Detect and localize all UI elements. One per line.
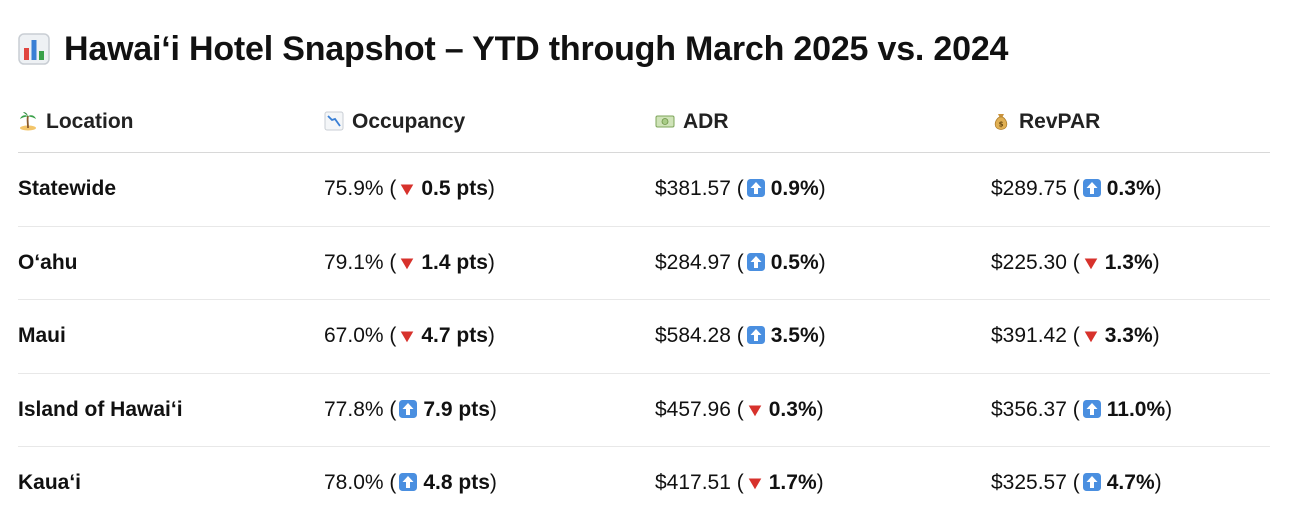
revpar-value: $289.75: [991, 177, 1067, 201]
money-bag-icon: $: [994, 114, 1008, 130]
header-occupancy-label: Occupancy: [352, 110, 466, 133]
occupancy-cell: 78.0% (4.8 pts): [324, 471, 497, 495]
svg-text:$: $: [999, 121, 1004, 129]
occupancy-change: 4.8 pts: [423, 471, 490, 495]
occupancy-value: 67.0%: [324, 324, 384, 348]
revpar-value: $356.37: [991, 397, 1067, 421]
up-arrow-icon: [746, 326, 765, 345]
occupancy-change: 4.7 pts: [421, 324, 488, 348]
header-occupancy: Occupancy: [324, 92, 655, 153]
up-arrow-icon: [399, 399, 418, 418]
table-row: O‘ahu 79.1% (1.4 pts) $284.97 (0.5%) $225.3…: [18, 226, 1270, 300]
revpar-cell: $391.42 (3.3%): [991, 299, 1270, 374]
revpar-change: 4.7%: [1106, 471, 1155, 495]
location-cell: Statewide: [18, 152, 324, 227]
adr-change: 0.3%: [768, 397, 817, 421]
location-cell: Kaua‘i: [18, 471, 82, 495]
occupancy-cell: 67.0% (4.7 pts): [324, 299, 655, 374]
occupancy-value: 79.1%: [324, 250, 384, 274]
adr-value: $417.51: [655, 471, 731, 495]
table-row: Maui 67.0% (4.7 pts) $584.28 (3.5%) $391.42…: [18, 299, 1270, 374]
header-row: Location Occupancy ADR $ RevPAR: [18, 92, 1270, 153]
up-arrow-icon: [1082, 399, 1101, 418]
adr-value: $457.96: [655, 397, 731, 421]
occupancy-cell: 75.9% (0.5 pts): [324, 152, 655, 227]
dollar-banknote-icon: [655, 115, 675, 128]
red-down-triangle-icon: [1084, 331, 1098, 343]
up-arrow-icon: [746, 179, 765, 198]
red-down-triangle-icon: [748, 478, 762, 490]
page-title: Hawai‘i Hotel Snapshot – YTD through Mar…: [64, 29, 1009, 68]
adr-cell: $417.51 (1.7%): [655, 471, 824, 495]
adr-change: 0.5%: [770, 250, 819, 274]
table-row: Island of Hawai‘i 77.8% (7.9 pts) $457.96 …: [18, 373, 1270, 447]
header-revpar-label: RevPAR: [1019, 110, 1101, 133]
revpar-change: 0.3%: [1106, 177, 1155, 201]
occupancy-value: 78.0%: [324, 471, 384, 495]
revpar-value: $391.42: [991, 324, 1067, 348]
occupancy-change: 7.9 pts: [423, 397, 490, 421]
revpar-cell: $356.37 (11.0%): [991, 373, 1270, 447]
red-down-triangle-icon: [748, 405, 762, 417]
red-down-triangle-icon: [1084, 258, 1098, 270]
adr-value: $584.28: [655, 324, 731, 348]
revpar-change: 11.0%: [1106, 397, 1166, 421]
occupancy-cell: 79.1% (1.4 pts): [324, 226, 655, 300]
occupancy-value: 75.9%: [324, 177, 384, 201]
revpar-cell: $325.57 (4.7%): [991, 471, 1162, 495]
hotel-snapshot-table: Location Occupancy ADR $ RevPAR: [18, 92, 1270, 520]
location-cell: O‘ahu: [18, 226, 324, 300]
header-adr: ADR: [655, 92, 991, 153]
island-icon: [20, 112, 36, 131]
adr-change: 3.5%: [770, 324, 819, 348]
location-cell: Island of Hawai‘i: [18, 373, 324, 447]
revpar-change: 3.3%: [1104, 324, 1153, 348]
red-down-triangle-icon: [401, 331, 414, 343]
revpar-value: $325.57: [991, 471, 1067, 495]
adr-change: 0.9%: [770, 177, 819, 201]
bar-chart-icon: [18, 33, 50, 65]
red-down-triangle-icon: [401, 184, 414, 196]
up-arrow-icon: [1082, 473, 1101, 492]
table-row: Kaua‘i 78.0% (4.8 pts) $417.51 (1.7%) $325.…: [18, 447, 1270, 520]
adr-cell: $457.96 (0.3%): [655, 373, 991, 447]
red-down-triangle-icon: [401, 258, 414, 270]
adr-change: 1.7%: [768, 471, 817, 495]
table-body: Statewide 75.9% (0.5 pts) $381.57 (0.9%) $2…: [18, 152, 1270, 520]
adr-value: $381.57: [655, 177, 731, 201]
up-arrow-icon: [399, 473, 418, 492]
revpar-change: 1.3%: [1104, 250, 1153, 274]
header-location: Location: [18, 92, 324, 153]
table-row: Statewide 75.9% (0.5 pts) $381.57 (0.9%) $2…: [18, 152, 1270, 227]
occupancy-change: 0.5 pts: [421, 177, 488, 201]
occupancy-change: 1.4 pts: [421, 250, 488, 274]
header-location-label: Location: [46, 110, 134, 133]
revpar-cell: $225.30 (1.3%): [991, 226, 1270, 300]
location-cell: Maui: [18, 299, 324, 374]
chart-decreasing-icon: [324, 111, 344, 131]
title-row: Hawai‘i Hotel Snapshot – YTD through Mar…: [18, 24, 1008, 74]
occupancy-cell: 77.8% (7.9 pts): [324, 373, 655, 447]
occupancy-value: 77.8%: [324, 397, 384, 421]
adr-cell: $284.97 (0.5%): [655, 226, 991, 300]
adr-value: $284.97: [655, 250, 731, 274]
adr-cell: $381.57 (0.9%): [655, 152, 991, 227]
header-revpar: $ RevPAR: [991, 92, 1270, 153]
header-adr-label: ADR: [683, 110, 729, 133]
revpar-value: $225.30: [991, 250, 1067, 274]
up-arrow-icon: [1082, 179, 1101, 198]
up-arrow-icon: [746, 252, 765, 271]
adr-cell: $584.28 (3.5%): [655, 299, 991, 374]
revpar-cell: $289.75 (0.3%): [991, 152, 1270, 227]
